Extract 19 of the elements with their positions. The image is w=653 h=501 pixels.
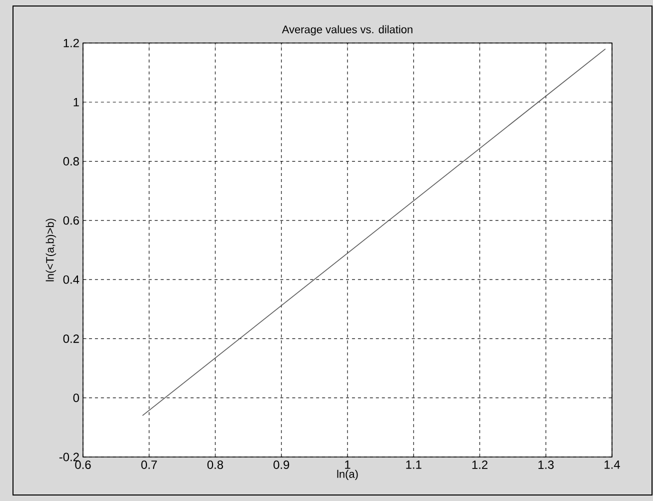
y-tick-label: 0.6	[63, 216, 79, 225]
y-tick-label: 1.2	[64, 38, 79, 48]
x-tick-label: 1.4	[604, 460, 620, 469]
x-tick-label: 0.7	[141, 460, 157, 469]
x-tick-label: 1.3	[538, 460, 554, 469]
x-tick-label: 1.2	[472, 460, 488, 469]
y-tick-label: -0.2	[59, 452, 79, 462]
y-tick-label: 0	[73, 394, 80, 402]
y-tick-label: 0.8	[63, 157, 79, 166]
x-tick-label: 1.1	[406, 460, 422, 469]
x-tick-label: 1	[345, 460, 350, 469]
x-tick-label: 0.9	[274, 460, 290, 469]
y-tick-label: 1	[74, 98, 79, 106]
chart-title: Average values vs. dilation	[282, 25, 412, 36]
x-axis-title: ln(a)	[337, 470, 358, 480]
y-tick-label: 0.4	[63, 275, 80, 284]
y-axis-title: ln(<T(a,b)>b)	[46, 218, 56, 282]
x-tick-label: 0.8	[207, 460, 224, 469]
y-tick-label: 0.2	[63, 334, 79, 343]
